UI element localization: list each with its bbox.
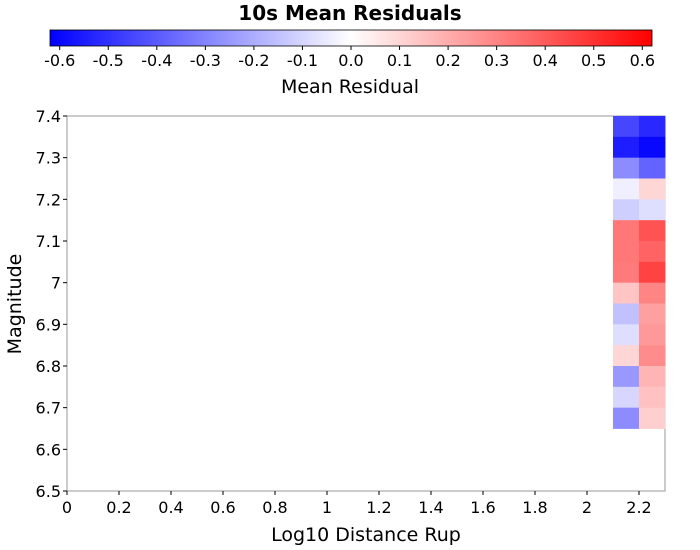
x-tick-label: 0.8 bbox=[262, 498, 287, 517]
heatmap-cell bbox=[613, 282, 640, 304]
heatmap-cell bbox=[639, 178, 666, 200]
colorbar-tick-label: 0.2 bbox=[435, 51, 460, 70]
heatmap-cell bbox=[639, 136, 666, 159]
x-tick-label: 0 bbox=[62, 498, 72, 517]
colorbar-tick-label: -0.2 bbox=[238, 51, 269, 70]
heatmap-cell bbox=[613, 220, 640, 242]
x-tick-label: 1.6 bbox=[470, 498, 495, 517]
x-tick-label: 0.6 bbox=[210, 498, 235, 517]
y-tick-label: 7 bbox=[51, 274, 61, 293]
heatmap-cell bbox=[613, 324, 640, 346]
colorbar-ticks: -0.6 -0.5 -0.4 -0.3 -0.2 -0.1 0.0 0.1 0.2 0.3 0.4 0… bbox=[44, 46, 655, 70]
x-tick-label: 0.4 bbox=[158, 498, 183, 517]
y-tick-label: 7.4 bbox=[36, 107, 61, 126]
colorbar-tick-label: -0.6 bbox=[44, 51, 75, 70]
colorbar-tick-label: -0.4 bbox=[141, 51, 172, 70]
heatmap-cell bbox=[613, 261, 640, 284]
heatmap-cell bbox=[639, 261, 666, 284]
y-tick-label: 6.9 bbox=[36, 315, 61, 334]
y-tick-label: 7.1 bbox=[36, 232, 61, 251]
y-tick-label: 6.7 bbox=[36, 399, 61, 418]
heatmap-cell bbox=[639, 366, 666, 388]
heatmap-cell bbox=[639, 220, 666, 242]
y-tick-label: 6.8 bbox=[36, 357, 61, 376]
y-tick-label: 7.2 bbox=[36, 190, 61, 209]
x-tick-label: 1.8 bbox=[522, 498, 547, 517]
heatmap-cell bbox=[639, 157, 666, 179]
colorbar-tick-label: 0.6 bbox=[630, 51, 655, 70]
heatmap-cell bbox=[639, 303, 666, 325]
heatmap-cell bbox=[613, 366, 640, 388]
colorbar-tick-label: 0.4 bbox=[532, 51, 557, 70]
x-tick-label: 1.2 bbox=[366, 498, 391, 517]
y-tick-label: 6.5 bbox=[36, 482, 61, 501]
heatmap-cell bbox=[639, 116, 666, 138]
y-tick-label: 7.3 bbox=[36, 149, 61, 168]
y-tick-label: 6.6 bbox=[36, 440, 61, 459]
colorbar-tick-label: 0.0 bbox=[338, 51, 363, 70]
heatmap-cell bbox=[639, 324, 666, 346]
heatmap-cell bbox=[639, 282, 666, 304]
heatmap-cell bbox=[639, 345, 666, 367]
colorbar-tick-label: 0.3 bbox=[484, 51, 509, 70]
heatmap-cell bbox=[613, 116, 640, 138]
colorbar-tick-label: -0.1 bbox=[287, 51, 318, 70]
heatmap-cell bbox=[613, 136, 640, 159]
heatmap-cell bbox=[613, 386, 640, 409]
heatmap-cell bbox=[613, 157, 640, 179]
y-axis-ticks: 6.5 6.6 6.7 6.8 6.9 7 7.1 7.2 7.3 7.4 bbox=[36, 107, 67, 501]
x-tick-label: 0.2 bbox=[106, 498, 131, 517]
heatmap-cell bbox=[613, 199, 640, 221]
heatmap-cell bbox=[639, 407, 666, 429]
y-axis-label: Magnitude bbox=[4, 254, 26, 355]
chart-title: 10s Mean Residuals bbox=[238, 1, 461, 25]
heatmap-cell bbox=[613, 345, 640, 367]
heatmap-cell bbox=[639, 241, 666, 263]
plot-area bbox=[66, 115, 666, 492]
heatmap-cell bbox=[613, 303, 640, 325]
x-axis-label: Log10 Distance Rup bbox=[271, 524, 461, 546]
colorbar-tick-label: 0.1 bbox=[387, 51, 412, 70]
colorbar-label: Mean Residual bbox=[281, 76, 419, 98]
x-tick-label: 2.2 bbox=[626, 498, 651, 517]
x-tick-label: 1 bbox=[322, 498, 332, 517]
heatmap-cell bbox=[613, 241, 640, 263]
heatmap-cell bbox=[613, 407, 640, 429]
heatmap-cell bbox=[613, 178, 640, 200]
colorbar-tick-label: -0.3 bbox=[190, 51, 221, 70]
x-tick-label: 1.4 bbox=[418, 498, 443, 517]
colorbar bbox=[49, 29, 653, 47]
heatmap-cell bbox=[639, 199, 666, 221]
heatmap-cell bbox=[639, 386, 666, 409]
x-tick-label: 2 bbox=[582, 498, 592, 517]
x-axis-ticks: 0 0.2 0.4 0.6 0.8 1 1.2 1.4 1.6 1.8 2 2.2 bbox=[62, 491, 652, 517]
heatmap-cells bbox=[613, 116, 666, 429]
colorbar-tick-label: 0.5 bbox=[581, 51, 606, 70]
colorbar-tick-label: -0.5 bbox=[93, 51, 124, 70]
